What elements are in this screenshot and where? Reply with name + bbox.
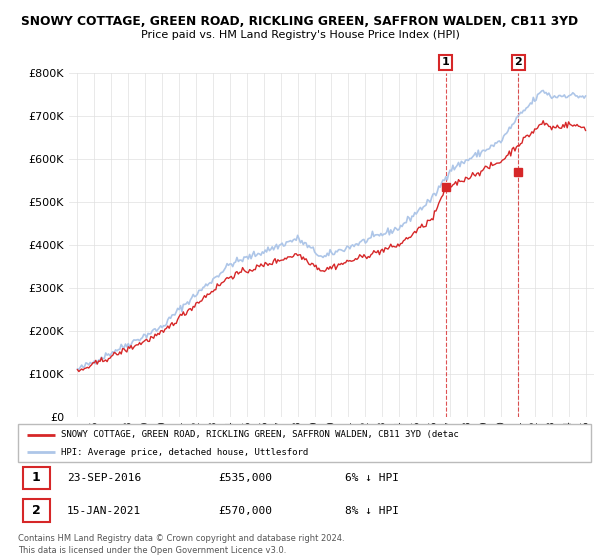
- Text: 1: 1: [32, 471, 41, 484]
- Bar: [23, 500, 50, 522]
- Text: £570,000: £570,000: [218, 506, 272, 516]
- Bar: [23, 466, 50, 489]
- Text: SNOWY COTTAGE, GREEN ROAD, RICKLING GREEN, SAFFRON WALDEN, CB11 3YD: SNOWY COTTAGE, GREEN ROAD, RICKLING GREE…: [22, 15, 578, 28]
- Text: 2: 2: [32, 504, 41, 517]
- Text: Contains HM Land Registry data © Crown copyright and database right 2024.
This d: Contains HM Land Registry data © Crown c…: [18, 534, 344, 555]
- Text: SNOWY COTTAGE, GREEN ROAD, RICKLING GREEN, SAFFRON WALDEN, CB11 3YD (detac: SNOWY COTTAGE, GREEN ROAD, RICKLING GREE…: [61, 430, 459, 439]
- Text: 15-JAN-2021: 15-JAN-2021: [67, 506, 141, 516]
- Text: 23-SEP-2016: 23-SEP-2016: [67, 473, 141, 483]
- Text: £535,000: £535,000: [218, 473, 272, 483]
- Text: HPI: Average price, detached house, Uttlesford: HPI: Average price, detached house, Uttl…: [61, 448, 308, 457]
- Text: 8% ↓ HPI: 8% ↓ HPI: [344, 506, 398, 516]
- Text: 2: 2: [515, 58, 523, 67]
- Text: Price paid vs. HM Land Registry's House Price Index (HPI): Price paid vs. HM Land Registry's House …: [140, 30, 460, 40]
- Text: 6% ↓ HPI: 6% ↓ HPI: [344, 473, 398, 483]
- Text: 1: 1: [442, 58, 449, 67]
